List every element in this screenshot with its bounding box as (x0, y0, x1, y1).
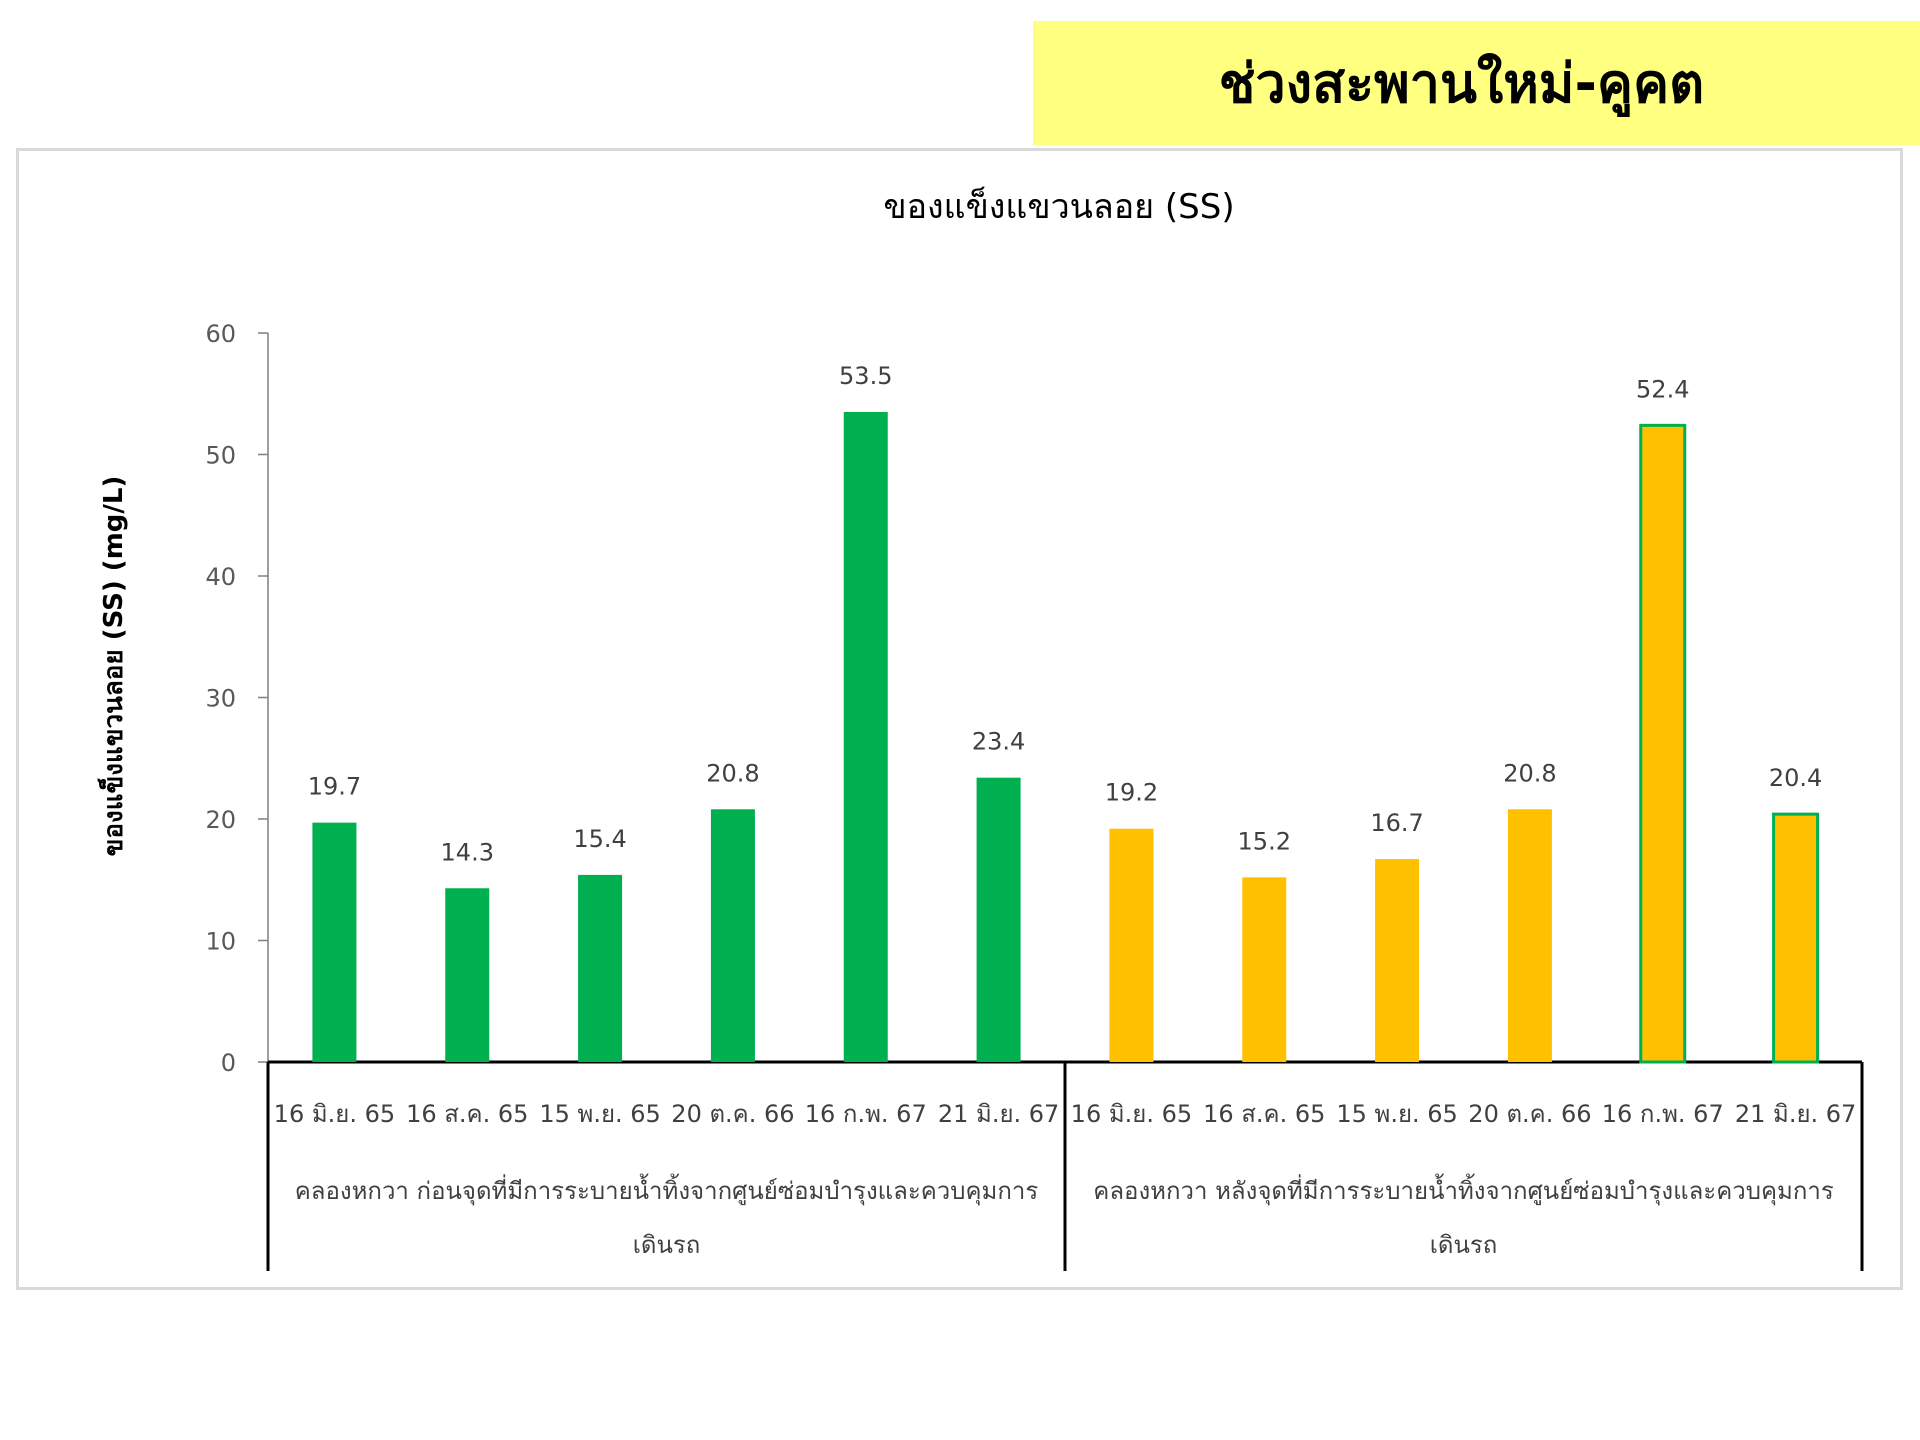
bar (1639, 423, 1687, 1064)
x-tick-label: 20 ต.ค. 66 (1468, 1100, 1591, 1128)
chart-svg: ของแข็งแขวนลอย (SS) ของแข็งแขวนลอย (SS) … (97, 186, 1864, 1271)
bar (1242, 877, 1287, 1062)
data-label: 16.7 (1370, 809, 1423, 837)
data-label: 19.7 (308, 773, 361, 801)
data-label: 14.3 (441, 838, 494, 866)
y-tick-label: 0 (221, 1049, 236, 1077)
plot-area: 0 10 20 30 40 50 60 19.7 16 มิ.ย. 65 14.3 16 ส.ค. … (205, 320, 1864, 1271)
data-label: 20.4 (1769, 764, 1822, 792)
bar (710, 809, 755, 1062)
data-label: 52.4 (1636, 375, 1689, 403)
x-tick-label: 21 มิ.ย. 67 (1735, 1100, 1856, 1128)
data-label: 53.5 (839, 362, 892, 390)
x-tick-label: 21 มิ.ย. 67 (938, 1100, 1059, 1128)
bar (312, 822, 357, 1062)
data-label: 23.4 (972, 728, 1025, 756)
data-label: 20.8 (1503, 759, 1556, 787)
bar (1109, 828, 1154, 1062)
y-tick-label: 20 (205, 806, 236, 834)
y-tick-label: 30 (205, 685, 236, 713)
x-tick-label: 16 มิ.ย. 65 (1071, 1100, 1192, 1128)
data-label: 15.4 (573, 825, 626, 853)
chart-title: ของแข็งแขวนลอย (SS) (883, 186, 1234, 227)
chart-frame: ของแข็งแขวนลอย (SS) ของแข็งแขวนลอย (SS) … (16, 148, 1903, 1290)
x-tick-label: 16 ก.พ. 67 (1602, 1100, 1724, 1128)
bar (976, 777, 1021, 1062)
x-tick-label: 16 มิ.ย. 65 (274, 1100, 395, 1128)
bar (1772, 812, 1820, 1064)
data-label: 20.8 (706, 759, 759, 787)
bar (843, 411, 888, 1063)
x-tick-label: 16 ก.พ. 67 (805, 1100, 927, 1128)
title-banner: ช่วงสะพานใหม่-คูคต (1033, 21, 1920, 145)
x-tick-label: 16 ส.ค. 65 (1203, 1100, 1325, 1128)
x-tick-label: 15 พ.ย. 65 (1336, 1100, 1457, 1128)
y-tick-label: 10 (205, 928, 236, 956)
y-tick-label: 60 (205, 320, 236, 348)
group-label: คลองหกวา หลังจุดที่มีการระบายน้ำทิ้งจากศ… (1093, 1173, 1834, 1206)
data-label: 15.2 (1238, 827, 1291, 855)
group-label: คลองหกวา ก่อนจุดที่มีการระบายน้ำทิ้งจากศ… (295, 1173, 1039, 1206)
group-label: เดินรถ (633, 1231, 701, 1259)
y-tick-label: 40 (205, 563, 236, 591)
banner-title: ช่วงสะพานใหม่-คูคต (1218, 52, 1705, 115)
group-label: เดินรถ (1430, 1231, 1498, 1259)
x-tick-label: 15 พ.ย. 65 (539, 1100, 660, 1128)
data-label: 19.2 (1105, 779, 1158, 807)
x-tick-label: 20 ต.ค. 66 (671, 1100, 794, 1128)
y-axis-label: ของแข็งแขวนลอย (SS) (mg/L) (97, 476, 129, 857)
bar (1375, 859, 1420, 1062)
x-tick-label: 16 ส.ค. 65 (406, 1100, 528, 1128)
bar (1507, 809, 1552, 1062)
bar (578, 874, 623, 1062)
bar (445, 888, 490, 1062)
y-tick-label: 50 (205, 442, 236, 470)
